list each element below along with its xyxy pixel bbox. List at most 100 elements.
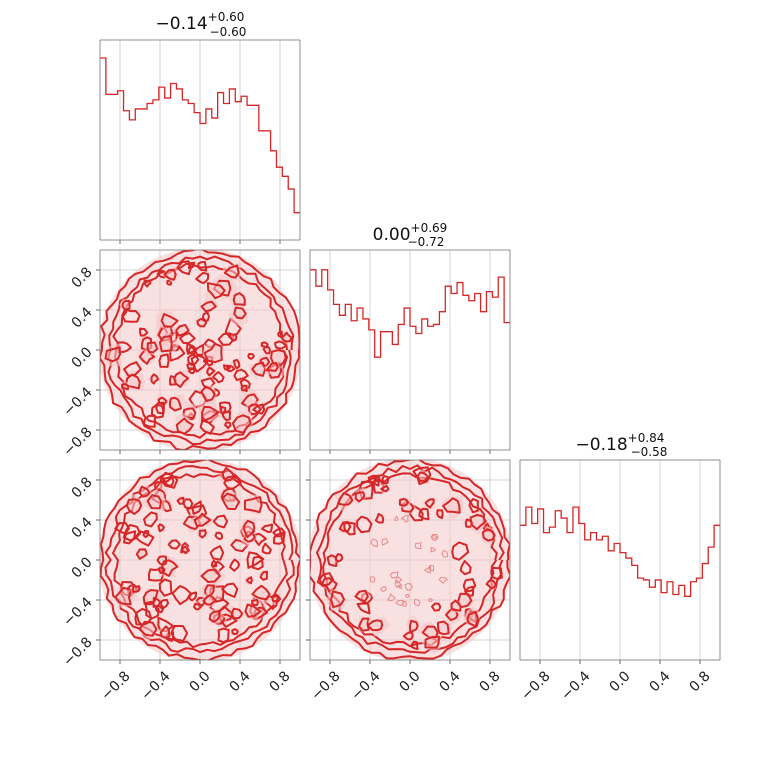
contour-line xyxy=(229,558,241,572)
x-tick-label: −0.4 xyxy=(348,668,383,703)
faint-contour xyxy=(370,538,379,548)
contour-line xyxy=(155,401,165,415)
contour-line xyxy=(228,332,238,342)
contour-group xyxy=(100,460,300,660)
contour-fill-patch xyxy=(202,343,225,363)
contour-line xyxy=(373,474,381,483)
contour-line xyxy=(248,403,262,416)
contour-line xyxy=(318,572,334,587)
contour-line xyxy=(138,485,151,498)
contour-line xyxy=(159,625,171,639)
contour-line xyxy=(251,584,271,601)
faint-contour xyxy=(400,515,409,523)
contour-line xyxy=(223,264,240,279)
contour-line xyxy=(125,498,143,515)
histogram-step-line xyxy=(310,269,510,358)
contour-line xyxy=(481,528,496,542)
panel-frame xyxy=(309,459,511,661)
contour-line xyxy=(462,578,477,593)
histogram-panel-param-2 xyxy=(309,249,511,454)
contour-fill-patch xyxy=(175,413,192,433)
x-tick-label: 0.0 xyxy=(397,668,424,695)
contour-line xyxy=(170,624,189,642)
contour-line xyxy=(233,306,247,320)
x-tick-label: 0.8 xyxy=(477,668,504,695)
contour-line xyxy=(366,619,384,632)
contour-line xyxy=(123,361,142,377)
contour-ring xyxy=(322,472,498,648)
y-tick-label: 0.4 xyxy=(69,304,96,331)
contour-line xyxy=(221,492,241,511)
contour-fill-patch xyxy=(155,308,178,330)
y-tick-label: 0.4 xyxy=(69,514,96,541)
faint-contour xyxy=(369,576,376,583)
contour-line xyxy=(182,407,197,420)
contour-line xyxy=(134,530,155,547)
y-tick-label: −0.4 xyxy=(60,594,95,629)
faint-contour xyxy=(430,533,439,541)
title-param-2: 0.00+0.69 xyxy=(373,221,448,245)
contour-line xyxy=(202,594,217,606)
contour-line xyxy=(424,498,435,509)
contour-line xyxy=(167,539,181,550)
contour-line xyxy=(437,620,450,636)
panel-frame xyxy=(519,459,721,661)
title-2-plus: +0.69 xyxy=(411,221,448,235)
contour-line xyxy=(247,353,255,360)
contour-line xyxy=(232,358,241,370)
contour-line xyxy=(173,371,190,388)
contour-line xyxy=(356,515,373,534)
contour-line xyxy=(186,343,198,355)
x-tick-label: 0.4 xyxy=(227,668,254,695)
contour-line xyxy=(138,620,158,637)
contour-group xyxy=(100,250,300,450)
x-tick-label: 0.0 xyxy=(187,668,214,695)
faint-contour xyxy=(423,566,432,574)
contour-line xyxy=(121,383,130,391)
contour-line xyxy=(195,271,210,285)
panel-frame xyxy=(99,249,301,451)
panel-frame xyxy=(309,249,511,451)
contour-panel-param-1-vs-2 xyxy=(96,249,301,454)
contour-line xyxy=(243,496,263,514)
contour-line xyxy=(154,605,164,614)
x-tick-label: −0.4 xyxy=(138,668,173,703)
x-tick-label: 0.8 xyxy=(687,668,714,695)
y-tick-label: 0.8 xyxy=(69,264,96,291)
x-tick-label: 0.4 xyxy=(437,668,464,695)
title-2-minus: −0.72 xyxy=(408,235,445,249)
contour-line xyxy=(451,541,470,561)
histogram-panel-param-1 xyxy=(99,39,301,244)
contour-line xyxy=(265,362,279,372)
contour-line xyxy=(244,603,262,618)
contour-line xyxy=(187,345,197,355)
contour-line xyxy=(330,590,345,609)
contour-line xyxy=(190,354,209,373)
contour-line xyxy=(202,311,210,322)
contour-line xyxy=(208,610,221,623)
contour-line xyxy=(442,497,461,514)
contour-line xyxy=(214,531,223,541)
contour-line xyxy=(160,598,170,609)
contour-line xyxy=(231,628,239,636)
contour-line xyxy=(193,602,202,611)
contour-line xyxy=(143,511,158,528)
contour-line xyxy=(246,551,265,569)
contour-line xyxy=(186,362,196,371)
contour-line xyxy=(169,345,186,362)
faint-contour xyxy=(441,549,449,558)
contour-line xyxy=(150,373,160,385)
contour-line xyxy=(459,560,472,576)
contour-line xyxy=(176,496,185,505)
contour-line xyxy=(146,494,163,510)
contour-line xyxy=(259,356,271,367)
contour-line xyxy=(135,548,148,560)
contour-line xyxy=(161,559,179,577)
contour-line xyxy=(152,596,162,608)
title-3-minus: −0.58 xyxy=(631,445,668,459)
contour-line xyxy=(374,513,385,524)
faint-contour xyxy=(405,593,410,598)
contour-line xyxy=(180,545,190,555)
x-tick-label: −0.8 xyxy=(308,668,343,703)
contour-line xyxy=(223,475,242,490)
